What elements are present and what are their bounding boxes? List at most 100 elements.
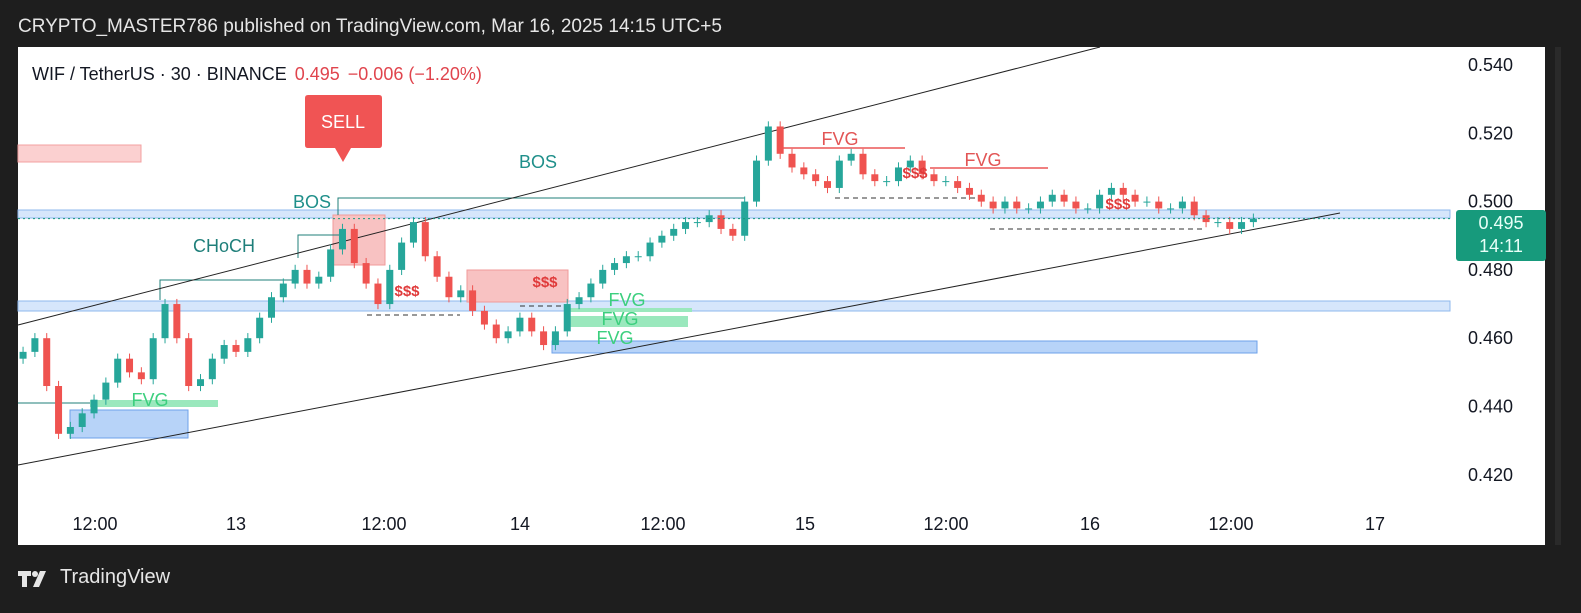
candle-body: [942, 181, 950, 183]
x-tick-label: 15: [795, 514, 815, 534]
candle: [1013, 196, 1021, 214]
candle-body: [1060, 194, 1068, 202]
candle: [918, 155, 926, 180]
candle-body: [1143, 201, 1151, 203]
candle-body: [753, 160, 761, 202]
candle: [1001, 196, 1009, 214]
channel-lower-line[interactable]: [17, 212, 1341, 466]
candle: [894, 162, 902, 187]
candle-body: [883, 181, 891, 183]
candle: [1131, 189, 1139, 207]
candle: [551, 326, 559, 351]
candle: [776, 121, 784, 159]
candle: [764, 121, 772, 166]
right-gutter: [1555, 47, 1561, 545]
candle-body: [729, 228, 737, 236]
x-tick-label: 13: [226, 514, 246, 534]
zone-red-2: [466, 269, 569, 303]
candle: [315, 271, 323, 289]
candle-body: [540, 331, 548, 346]
candle-body: [800, 167, 808, 175]
candle-body: [480, 310, 488, 325]
fvg-green-label-4: FVG: [596, 328, 633, 348]
candle: [256, 312, 264, 344]
candle-body: [256, 317, 264, 339]
candle-body: [374, 283, 382, 305]
candle: [977, 189, 985, 207]
candle-body: [587, 283, 595, 298]
candle-body: [1167, 208, 1175, 210]
candle: [409, 216, 417, 248]
candle: [421, 216, 429, 262]
candle: [1072, 196, 1080, 214]
candle-body: [279, 283, 287, 298]
candle: [847, 148, 855, 166]
candle-body: [161, 304, 169, 339]
candle: [173, 298, 181, 344]
candle: [338, 223, 346, 255]
candle: [232, 339, 240, 357]
bar-countdown: 14:11: [1479, 236, 1523, 256]
candle-body: [954, 181, 962, 188]
candle-body: [362, 263, 370, 284]
candle: [350, 223, 358, 269]
choch-line: [159, 270, 299, 300]
y-tick-label: 0.480: [1468, 260, 1513, 280]
candle-body: [185, 338, 193, 387]
candle: [812, 169, 820, 187]
candle: [717, 210, 725, 235]
channel-upper-line[interactable]: [17, 46, 1101, 326]
liquidity-label-3: $$$: [902, 165, 928, 182]
y-tick-label: 0.460: [1468, 328, 1513, 348]
candle: [66, 421, 74, 439]
candle: [1226, 216, 1234, 235]
candle-body: [528, 317, 536, 332]
y-tick-label: 0.440: [1468, 397, 1513, 417]
candle: [835, 155, 843, 194]
zone-blue-low: [551, 340, 1258, 354]
candle: [871, 169, 879, 187]
candle: [208, 353, 216, 385]
candle-body: [1036, 201, 1044, 209]
candle-body: [126, 358, 134, 373]
candle-body: [575, 297, 583, 305]
candle: [1060, 189, 1068, 207]
y-tick-label: 0.520: [1468, 123, 1513, 143]
candle-body: [409, 222, 417, 243]
tradingview-branding[interactable]: TradingView: [18, 566, 170, 589]
candle: [1167, 203, 1175, 214]
candle: [31, 333, 39, 357]
candle-body: [1084, 208, 1092, 210]
candle: [114, 353, 122, 388]
candle: [1048, 189, 1056, 207]
candle-body: [350, 228, 358, 264]
choch-label: CHoCH: [193, 236, 255, 256]
last-price: 0.495: [294, 64, 340, 84]
symbol-legend[interactable]: WIF / TetherUS · 30 · BINANCE 0.495 −0.006…: [32, 64, 482, 85]
candle-body: [1013, 201, 1021, 209]
candle: [1178, 196, 1186, 214]
candle: [220, 339, 228, 364]
candle-body: [197, 379, 205, 387]
candle: [19, 346, 27, 364]
candle: [78, 408, 86, 433]
candle-body: [78, 413, 86, 427]
candle: [90, 394, 98, 419]
candle: [149, 333, 157, 385]
candle-body: [114, 358, 122, 383]
candle-body: [906, 160, 914, 168]
candle-body: [1226, 222, 1234, 229]
candle-body: [788, 153, 796, 168]
candle: [788, 148, 796, 173]
candle-body: [516, 317, 524, 332]
candle-body: [445, 276, 453, 298]
sell-marker[interactable]: [305, 95, 382, 162]
liquidity-label-4: $$$: [1105, 196, 1131, 213]
candle-body: [398, 242, 406, 270]
candle-body: [930, 174, 938, 182]
candle-body: [670, 228, 678, 236]
candle-body: [1107, 187, 1115, 195]
candle: [1036, 196, 1044, 214]
candle-body: [835, 160, 843, 188]
